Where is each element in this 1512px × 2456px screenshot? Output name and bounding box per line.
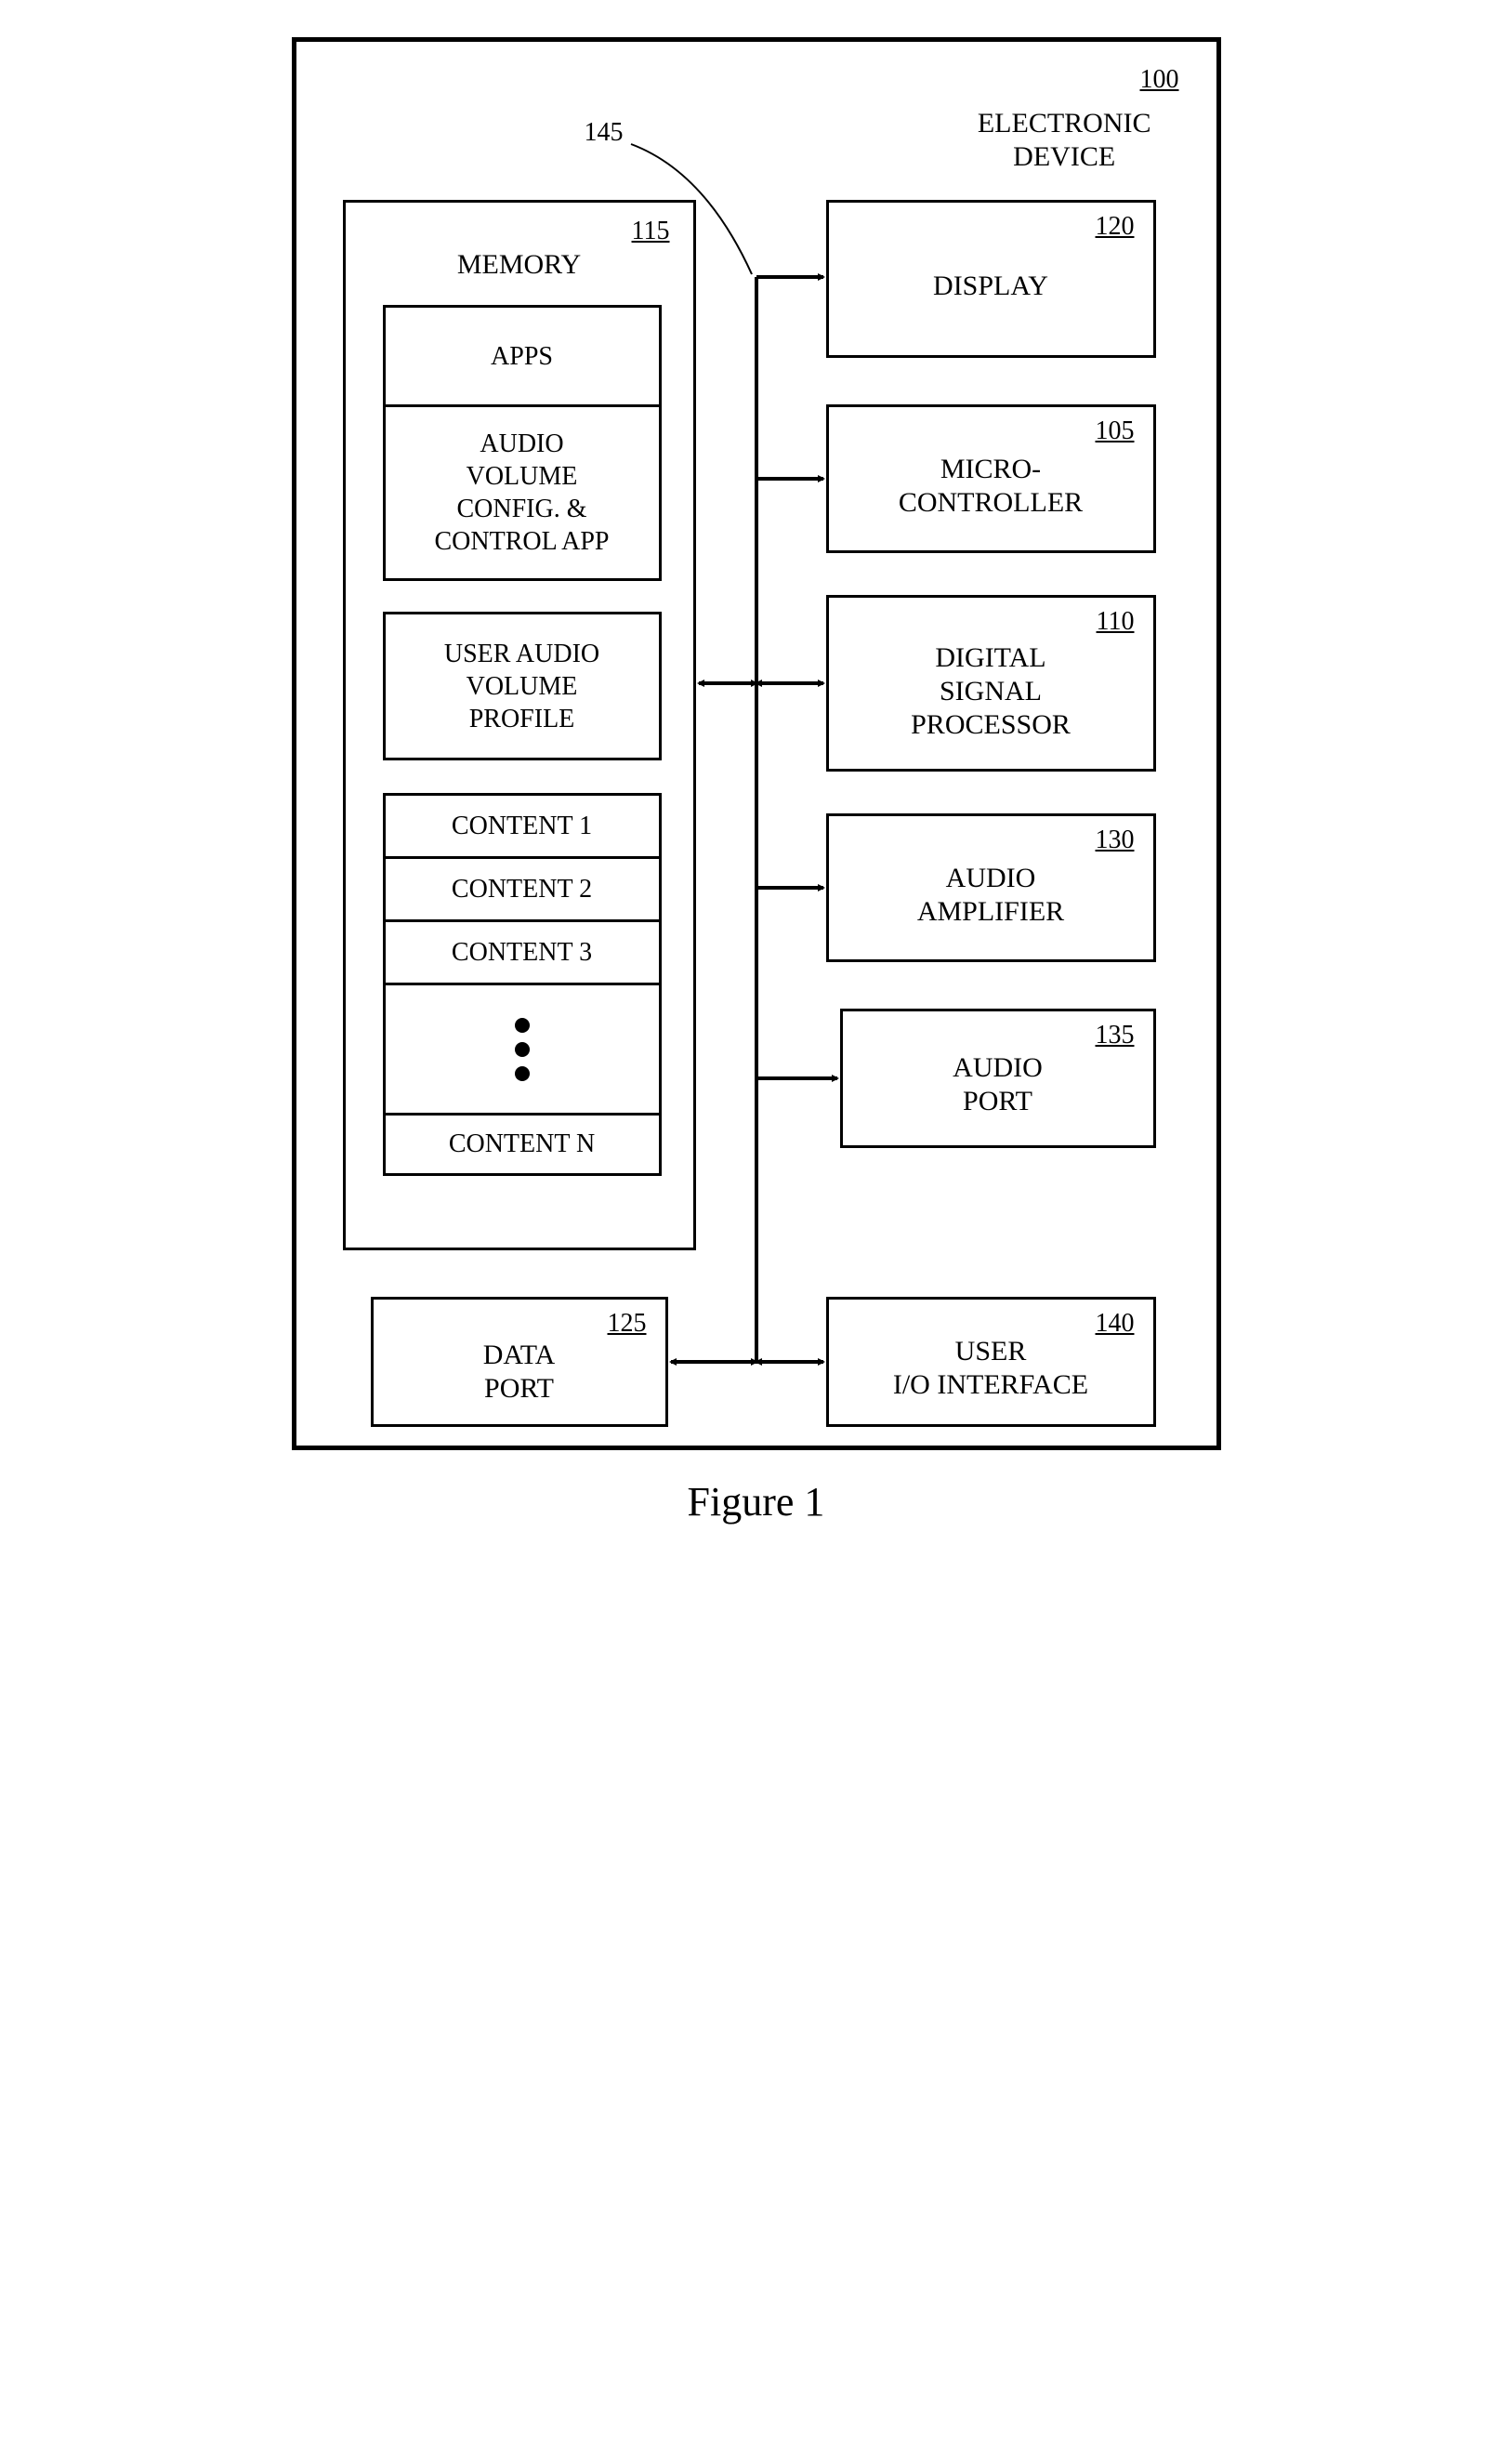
device-title-text: ELECTRONICDEVICE [978,108,1151,172]
content-group: CONTENT 1 CONTENT 2 CONTENT 3 CONTENT N [383,793,662,1176]
dsp-label: DIGITALSIGNALPROCESSOR [845,641,1137,742]
memory-ref-num: 115 [632,217,670,246]
apps-label: APPS [491,340,553,373]
electronic-device-box: 100 ELECTRONICDEVICE 145 115 MEMORY APPS… [292,37,1221,1450]
content-row-3: CONTENT 3 [383,919,662,983]
content-row-2: CONTENT 2 [383,856,662,919]
display-ref: 120 [1096,212,1135,242]
apps-box: APPS [383,305,662,407]
display-label: DISPLAY [845,270,1137,303]
figure-caption: Figure 1 [292,1478,1221,1525]
amp-label: AUDIOAMPLIFIER [845,862,1137,929]
micro-label: MICRO-CONTROLLER [845,453,1137,520]
data-port-box: 125 DATAPORT [371,1297,668,1427]
micro-box: 105 MICRO-CONTROLLER [826,404,1156,553]
audio-port-box: 135 AUDIOPORT [840,1009,1156,1148]
micro-ref: 105 [1096,416,1135,446]
content-row-n: CONTENT N [383,1113,662,1176]
memory-title: MEMORY [457,249,581,281]
profile-label: USER AUDIOVOLUMEPROFILE [444,638,599,735]
memory-box: 115 MEMORY APPS AUDIOVOLUMECONFIG. &CONT… [343,200,696,1250]
audio-config-box: AUDIOVOLUMECONFIG. &CONTROL APP [383,404,662,581]
dot-icon [515,1042,530,1057]
amp-ref: 130 [1096,825,1135,855]
content-ellipsis [383,983,662,1113]
diagram-page: 100 ELECTRONICDEVICE 145 115 MEMORY APPS… [292,37,1221,1525]
user-io-box: 140 USERI/O INTERFACE [826,1297,1156,1427]
data-port-label: DATAPORT [483,1339,556,1406]
device-title: ELECTRONICDEVICE [978,107,1151,174]
amp-box: 130 AUDIOAMPLIFIER [826,813,1156,962]
user-io-label: USERI/O INTERFACE [845,1335,1137,1402]
audio-port-ref: 135 [1096,1021,1135,1050]
outer-ref-num: 100 [1140,65,1179,95]
profile-box: USER AUDIOVOLUMEPROFILE [383,612,662,760]
content-row-1: CONTENT 1 [383,793,662,856]
data-port-ref: 125 [608,1309,647,1339]
audio-port-label: AUDIOPORT [858,1051,1137,1118]
dsp-box: 110 DIGITALSIGNALPROCESSOR [826,595,1156,772]
dot-icon [515,1066,530,1081]
dsp-ref: 110 [1097,607,1135,637]
dot-icon [515,1018,530,1033]
audio-config-label: AUDIOVOLUMECONFIG. &CONTROL APP [434,428,609,558]
display-box: 120 DISPLAY [826,200,1156,358]
leader-ref-num: 145 [585,118,624,148]
